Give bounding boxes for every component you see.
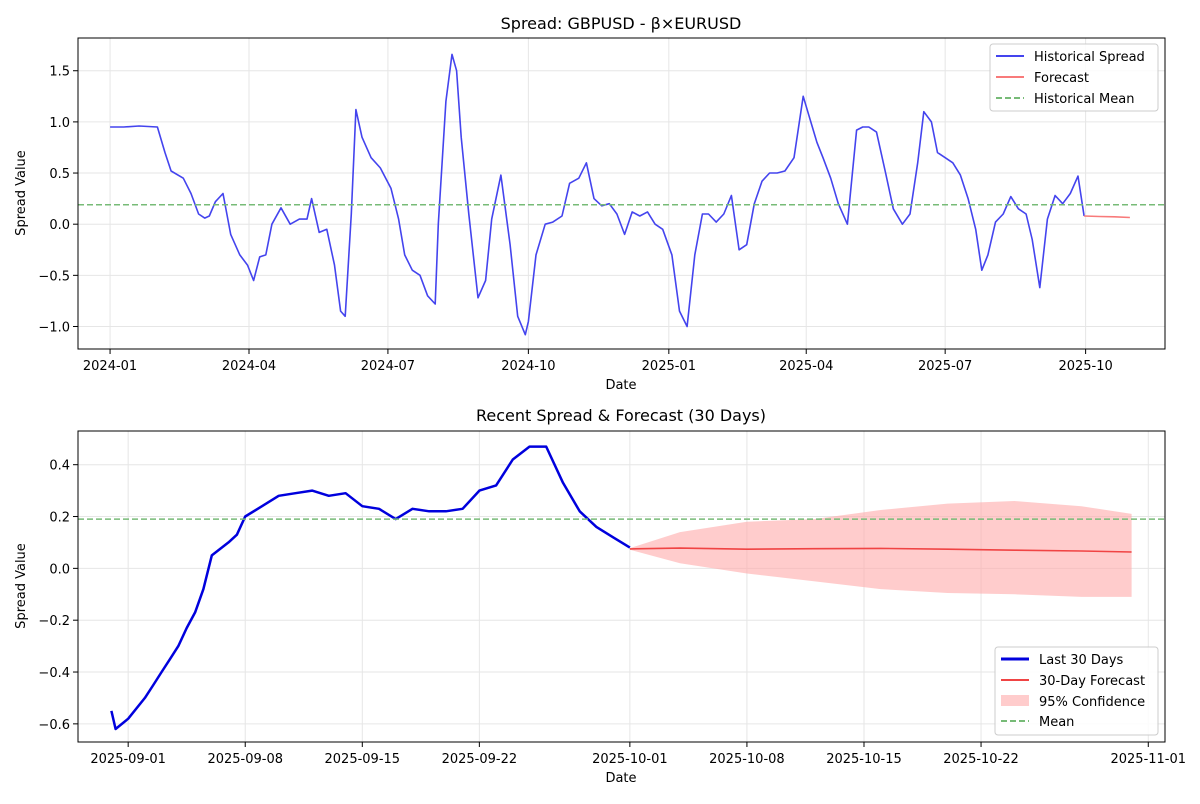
x-tick-label: 2025-09-15 <box>325 752 401 767</box>
y-tick-label: 0.5 <box>49 167 70 182</box>
legend-box <box>989 43 1159 112</box>
x-tick-label: 2025-01 <box>642 359 696 374</box>
y-tick-label: 0.2 <box>49 511 70 526</box>
legend-label-last-30-days: Last 30 Days <box>1039 653 1124 668</box>
spread-chart: Spread: GBPUSD - β×EURUSD Date Spread Va… <box>14 14 1166 393</box>
x-tick-label: 2025-04 <box>779 359 833 374</box>
legend-label-forecast: Forecast <box>1034 71 1089 86</box>
chart-title: Spread: GBPUSD - β×EURUSD <box>501 14 742 33</box>
forecast-line <box>1084 215 1130 219</box>
x-axis-label: Date <box>605 771 636 786</box>
recent-forecast-chart: Recent Spread & Forecast (30 Days) Date … <box>14 406 1186 786</box>
x-tick-label: 2025-10-15 <box>826 752 902 767</box>
x-tick-label: 2024-01 <box>83 359 137 374</box>
plot-frame <box>77 430 1166 743</box>
x-tick-label: 2025-09-01 <box>90 752 166 767</box>
30-day-forecast-line <box>629 547 1132 553</box>
y-tick-label: 1.5 <box>49 65 70 80</box>
historical-spread-line <box>110 53 1085 336</box>
x-tick-label: 2025-10-22 <box>943 752 1019 767</box>
x-tick-label: 2025-09-22 <box>442 752 518 767</box>
legend: Historical Spread Forecast Historical Me… <box>989 43 1159 112</box>
legend-label-30-day-forecast: 30-Day Forecast <box>1039 674 1145 689</box>
ticks: 2024-01 2024-04 2024-07 2024-10 2025-01 2025-… <box>38 65 1112 374</box>
x-tick-label: 2025-10-08 <box>709 752 785 767</box>
y-tick-label: −1.0 <box>38 320 70 335</box>
chart-title: Recent Spread & Forecast (30 Days) <box>476 406 766 425</box>
x-tick-label: 2024-04 <box>222 359 276 374</box>
x-tick-label: 2025-09-08 <box>207 752 283 767</box>
y-tick-label: −0.6 <box>38 718 70 733</box>
y-tick-label: 0.0 <box>49 218 70 233</box>
y-axis-label: Spread Value <box>14 150 29 236</box>
y-axis-label: Spread Value <box>14 543 29 629</box>
x-axis-label: Date <box>605 378 636 393</box>
series <box>78 445 1165 731</box>
plot-frame <box>77 37 1166 350</box>
y-tick-label: −0.5 <box>38 269 70 284</box>
ticks: 2025-09-01 2025-09-08 2025-09-15 2025-09-22… <box>38 459 1186 767</box>
legend-box <box>994 646 1159 736</box>
legend-label-historical-spread: Historical Spread <box>1034 50 1145 65</box>
x-tick-label: 2024-07 <box>361 359 415 374</box>
x-tick-label: 2024-10 <box>501 359 555 374</box>
legend-swatch-95-confidence <box>1001 695 1029 706</box>
x-tick-label: 2025-10 <box>1058 359 1112 374</box>
legend-label-mean: Mean <box>1039 715 1074 730</box>
y-tick-label: 0.4 <box>49 459 70 474</box>
last-30-days-line <box>110 445 631 731</box>
legend-label-95-confidence: 95% Confidence <box>1039 695 1145 710</box>
legend: Last 30 Days 30-Day Forecast 95% Confide… <box>994 646 1159 736</box>
y-tick-label: −0.4 <box>38 666 70 681</box>
x-tick-label: 2025-07 <box>918 359 972 374</box>
y-tick-label: 0.0 <box>49 562 70 577</box>
legend-label-historical-mean: Historical Mean <box>1034 92 1134 107</box>
series <box>78 53 1165 336</box>
y-tick-label: 1.0 <box>49 116 70 131</box>
grid <box>78 38 1165 349</box>
x-tick-label: 2025-10-01 <box>592 752 668 767</box>
y-tick-label: −0.2 <box>38 614 70 629</box>
x-tick-label: 2025-11-01 <box>1110 752 1186 767</box>
